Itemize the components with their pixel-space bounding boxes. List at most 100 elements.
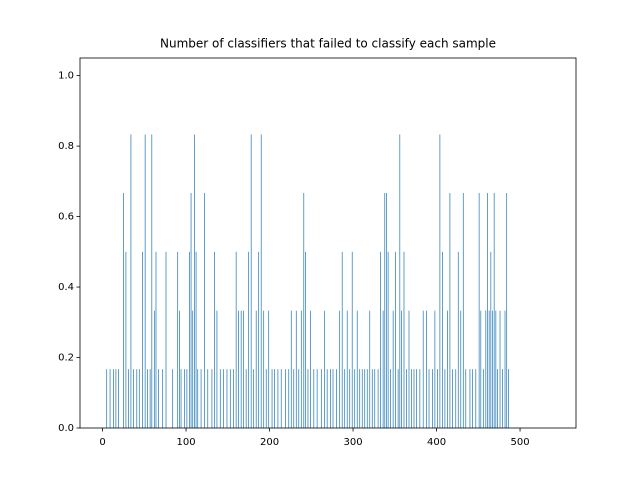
- plot-frame: [79, 57, 577, 429]
- bar: [482, 369, 484, 428]
- bar: [502, 369, 503, 428]
- bar: [211, 369, 213, 428]
- bar: [344, 369, 346, 428]
- bar: [320, 369, 322, 428]
- bar: [194, 134, 195, 428]
- bar: [374, 369, 376, 428]
- bar: [172, 369, 174, 428]
- bar: [184, 369, 185, 428]
- bar: [324, 310, 326, 428]
- bar: [125, 251, 127, 428]
- y-tick-label: 0.4: [58, 282, 74, 293]
- bar: [190, 192, 192, 428]
- bar: [136, 369, 138, 428]
- bar: [457, 251, 459, 428]
- bar: [506, 192, 508, 428]
- bar: [493, 192, 495, 428]
- bar: [399, 134, 401, 428]
- bar: [274, 369, 275, 428]
- bar: [293, 369, 295, 428]
- bar: [487, 192, 488, 428]
- bar: [165, 251, 167, 428]
- bar: [366, 369, 368, 428]
- bar: [369, 310, 371, 428]
- bar: [180, 369, 182, 428]
- bar: [330, 369, 331, 428]
- bar: [268, 310, 270, 428]
- bar: [118, 369, 119, 428]
- bar: [109, 369, 111, 428]
- bar: [332, 369, 334, 428]
- bar: [155, 251, 157, 428]
- bar: [248, 251, 250, 428]
- bar: [419, 369, 421, 428]
- bar: [288, 369, 290, 428]
- bar: [478, 192, 480, 428]
- bar: [214, 251, 215, 428]
- bar: [245, 369, 247, 428]
- bar: [504, 310, 506, 428]
- bar: [285, 369, 286, 428]
- bar: [434, 310, 436, 428]
- bar: [219, 369, 221, 428]
- bar: [416, 369, 417, 428]
- bar: [250, 134, 252, 428]
- bar: [382, 310, 384, 428]
- bar: [452, 369, 453, 428]
- bar: [200, 369, 202, 428]
- bar: [233, 369, 234, 428]
- bar: [411, 369, 412, 428]
- bar: [488, 310, 490, 428]
- bar: [265, 369, 267, 428]
- bar: [253, 369, 255, 428]
- bar: [177, 251, 179, 428]
- bar: [138, 369, 140, 428]
- x-tick-label: 500: [511, 437, 530, 448]
- bar: [271, 369, 273, 428]
- bar: [179, 310, 180, 428]
- bar: [356, 310, 358, 428]
- bar: [444, 369, 446, 428]
- bar: [216, 310, 218, 428]
- bar: [485, 310, 487, 428]
- x-tick-label: 200: [260, 437, 279, 448]
- bar: [361, 369, 363, 428]
- bar: [406, 369, 407, 428]
- bar: [192, 310, 194, 428]
- bar: [413, 369, 415, 428]
- bar: [130, 134, 132, 428]
- bar: [263, 310, 265, 428]
- bar: [341, 251, 343, 428]
- bar: [307, 369, 309, 428]
- bar: [426, 310, 427, 428]
- bar: [495, 310, 497, 428]
- bar: [235, 251, 237, 428]
- bar: [339, 310, 341, 428]
- bar: [380, 251, 381, 428]
- x-tick-label: 300: [344, 437, 363, 448]
- bar: [480, 310, 482, 428]
- bar: [162, 369, 164, 428]
- bar: [316, 369, 318, 428]
- y-tick-label: 0.2: [58, 353, 74, 364]
- bar: [207, 369, 209, 428]
- y-tick-label: 0.6: [58, 212, 74, 223]
- x-tick-label: 400: [427, 437, 446, 448]
- bar: [377, 369, 379, 428]
- bar: [465, 369, 467, 428]
- bar: [277, 369, 279, 428]
- bar: [298, 369, 300, 428]
- bar: [408, 310, 410, 428]
- bar: [499, 310, 501, 428]
- bar: [123, 192, 124, 428]
- bar: [223, 369, 224, 428]
- bar: [442, 251, 443, 428]
- bar: [437, 369, 438, 428]
- y-tick-label: 1.0: [58, 71, 74, 82]
- bar: [186, 369, 188, 428]
- bar: [147, 369, 148, 428]
- x-tick-label: 100: [177, 437, 196, 448]
- bar: [243, 310, 245, 428]
